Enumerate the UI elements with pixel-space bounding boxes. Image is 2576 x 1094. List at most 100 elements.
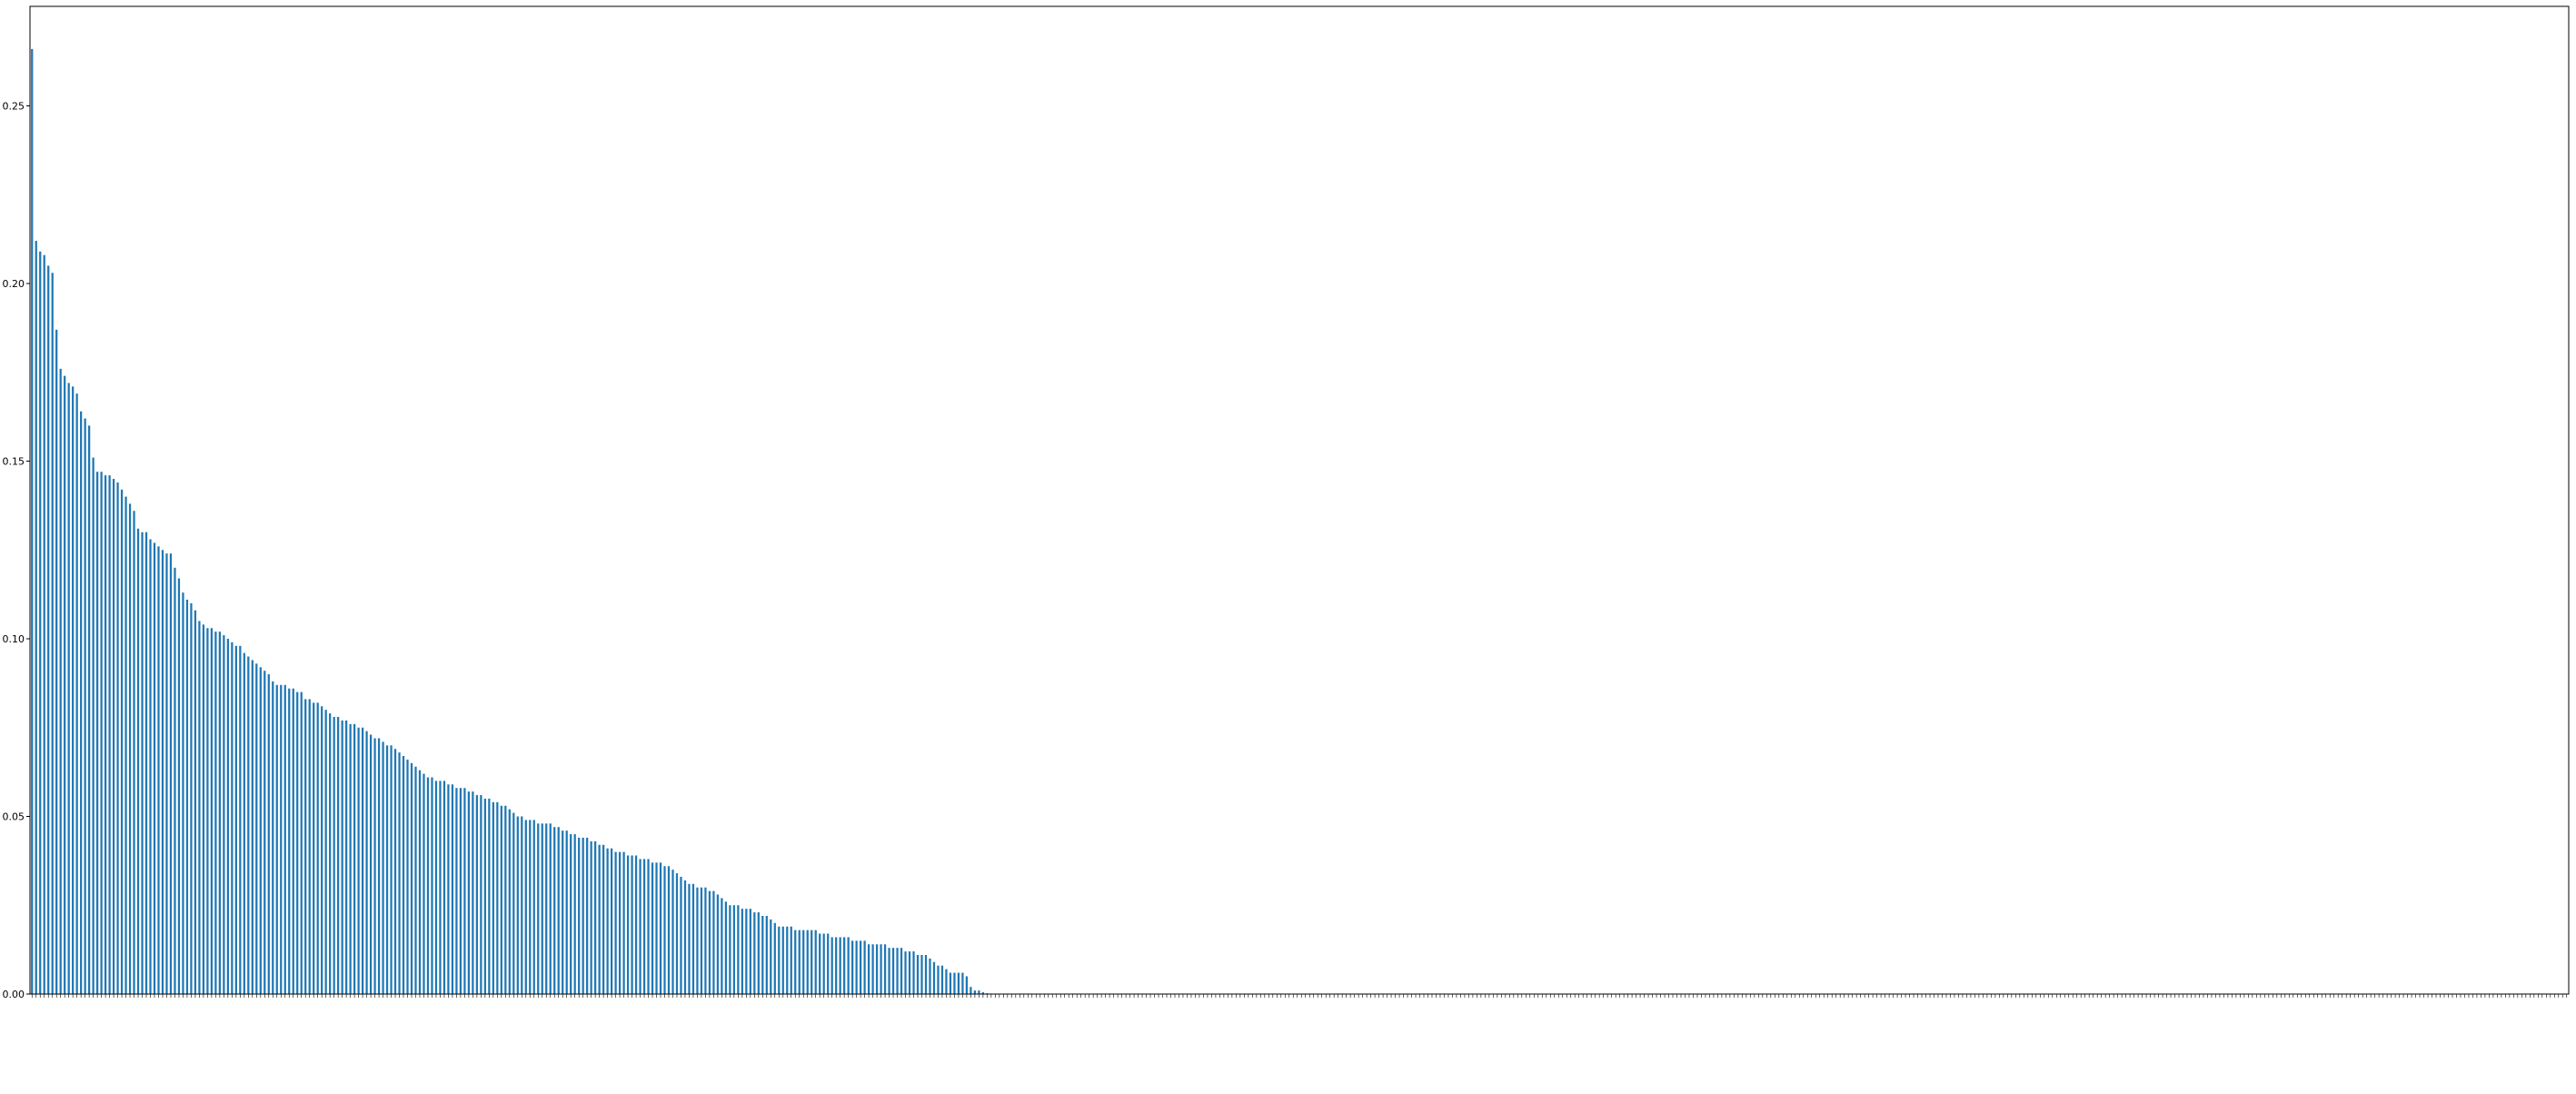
bar — [288, 688, 291, 994]
bar — [981, 992, 984, 994]
bar — [667, 866, 671, 994]
bar — [177, 578, 181, 994]
bar — [390, 745, 393, 994]
bar — [562, 830, 564, 994]
bar — [573, 834, 576, 994]
bar — [786, 926, 789, 994]
bar — [226, 638, 229, 994]
bar — [549, 823, 552, 994]
bar — [953, 972, 956, 994]
bar — [708, 890, 711, 994]
bar — [112, 479, 115, 994]
bar — [859, 940, 862, 994]
bar — [100, 472, 103, 994]
bar — [920, 954, 923, 994]
bar — [598, 844, 601, 994]
bar — [92, 457, 94, 995]
bar — [157, 546, 160, 994]
bar — [802, 930, 805, 994]
bar — [406, 759, 409, 994]
bar — [896, 948, 899, 994]
bar — [267, 674, 270, 994]
bar — [655, 862, 658, 994]
bar — [272, 681, 274, 994]
bar — [671, 870, 674, 994]
bar — [729, 905, 731, 994]
bar — [683, 880, 687, 994]
bar — [618, 851, 622, 994]
bar — [161, 550, 164, 994]
bar — [532, 820, 535, 994]
bar — [377, 738, 381, 994]
bar — [691, 883, 695, 994]
bar — [642, 859, 646, 994]
bar — [316, 702, 319, 994]
bar — [814, 930, 817, 994]
bar — [218, 632, 221, 994]
bar — [937, 965, 940, 994]
bar — [639, 859, 642, 994]
bar — [210, 628, 214, 994]
bar — [700, 887, 703, 994]
bar — [402, 756, 405, 994]
bar — [313, 702, 315, 994]
bar — [214, 632, 217, 994]
bar — [185, 599, 189, 994]
bar — [883, 944, 887, 994]
bar — [443, 781, 446, 994]
bar — [647, 859, 650, 994]
bar — [337, 717, 340, 994]
bar — [234, 645, 237, 994]
bar — [521, 816, 523, 994]
bar — [806, 930, 809, 994]
bar — [329, 713, 332, 994]
bar — [757, 912, 760, 994]
bar — [243, 652, 245, 994]
bar — [264, 671, 266, 994]
bar — [72, 386, 75, 994]
bar — [31, 48, 34, 994]
bar — [871, 944, 874, 994]
bar — [557, 827, 560, 994]
y-tick-label: 0.10 — [3, 633, 25, 645]
bar — [124, 496, 127, 994]
bar — [753, 912, 756, 994]
bar — [504, 805, 507, 994]
bar — [839, 937, 841, 994]
bar — [855, 940, 858, 994]
bar — [353, 723, 356, 994]
bar — [223, 635, 225, 994]
bar — [916, 954, 920, 994]
y-tick-label: 0.05 — [3, 811, 25, 823]
bar — [721, 898, 723, 994]
bar — [770, 919, 772, 994]
bar — [165, 553, 168, 994]
bar — [84, 418, 86, 994]
bar — [524, 820, 527, 994]
bar — [594, 840, 597, 994]
bar — [553, 827, 556, 994]
bar — [545, 823, 548, 994]
bar — [790, 926, 792, 994]
bar — [492, 801, 494, 994]
bar — [423, 773, 425, 994]
bar — [198, 621, 201, 994]
bar — [455, 788, 458, 994]
bar — [373, 738, 376, 994]
bar — [369, 734, 373, 994]
bar — [280, 684, 283, 994]
bar — [590, 840, 592, 994]
bar — [541, 823, 543, 994]
bar — [798, 930, 801, 994]
bar — [781, 926, 784, 994]
bar — [398, 752, 401, 994]
bar — [414, 766, 417, 994]
bar — [732, 905, 735, 994]
bar — [410, 762, 413, 994]
y-tick-label: 0.00 — [3, 989, 25, 1000]
y-tick-label: 0.20 — [3, 278, 25, 290]
bar — [891, 948, 895, 994]
bar — [712, 890, 715, 994]
bar — [304, 699, 307, 994]
bar — [578, 837, 581, 994]
